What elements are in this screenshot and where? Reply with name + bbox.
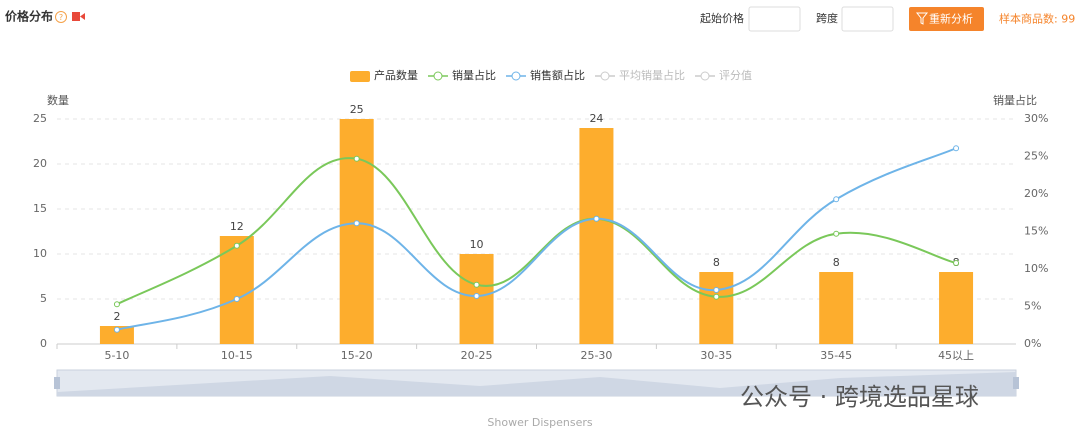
y-tick-label: 5 xyxy=(40,292,47,305)
y2-tick-label: 15% xyxy=(1024,225,1048,238)
legend-swatch-dot xyxy=(433,71,443,81)
filter-icon xyxy=(915,12,929,25)
bar xyxy=(579,128,614,344)
zoom-handle-left[interactable] xyxy=(54,377,60,389)
line-point xyxy=(593,215,600,222)
line-point xyxy=(233,296,240,302)
legend-label: 评分值 xyxy=(719,69,752,82)
y2-tick-label: 0% xyxy=(1024,337,1041,350)
line-point xyxy=(353,155,360,162)
line-series xyxy=(116,147,957,331)
bar-value-label: 12 xyxy=(230,220,244,233)
legend-swatch xyxy=(350,71,370,82)
bar xyxy=(819,272,854,344)
watermark: 公众号 · 跨境选品星球 xyxy=(740,383,979,411)
y-tick-label: 25 xyxy=(33,112,47,125)
y-tick-label: 0 xyxy=(40,337,47,350)
help-icon[interactable] xyxy=(55,11,67,23)
y2-tick-label: 10% xyxy=(1024,262,1048,275)
legend-swatch-dot xyxy=(700,71,710,81)
legend-label: 平均销量占比 xyxy=(619,68,685,82)
y2-tick-label: 5% xyxy=(1024,300,1041,313)
start-price-label: 起始价格 xyxy=(700,11,744,25)
line-point xyxy=(713,287,720,293)
help-icon-mark: ? xyxy=(59,13,63,22)
bar xyxy=(699,272,734,344)
bar-value-label: 8 xyxy=(833,256,840,269)
x-tick-label: 20-25 xyxy=(461,349,493,362)
reanalyze-button-text: 重新分析 xyxy=(929,12,973,26)
line-point xyxy=(713,293,720,300)
bar xyxy=(339,119,374,344)
span-label: 跨度 xyxy=(816,11,838,25)
video-icon[interactable] xyxy=(72,12,80,21)
line-point xyxy=(233,242,240,249)
line-point xyxy=(473,281,480,288)
x-tick-label: 45以上 xyxy=(938,349,974,362)
x-tick-label: 35-45 xyxy=(820,349,852,362)
legend-label: 产品数量 xyxy=(374,68,418,82)
x-tick-label: 25-30 xyxy=(580,349,612,362)
video-icon-lens xyxy=(80,13,85,20)
bar-value-label: 24 xyxy=(589,112,603,125)
y2-tick-label: 20% xyxy=(1024,187,1048,200)
bar-value-label: 8 xyxy=(713,256,720,269)
y2-tick-label: 30% xyxy=(1024,112,1048,125)
legend-label: 销量占比 xyxy=(452,68,496,82)
line-point xyxy=(953,145,960,152)
line-point xyxy=(113,301,120,308)
y-tick-label: 15 xyxy=(33,202,47,215)
x-tick-label: 5-10 xyxy=(104,349,129,362)
legend-swatch-dot xyxy=(511,71,521,81)
zoom-handle-right[interactable] xyxy=(1013,377,1019,389)
y-axis-label: 数量 xyxy=(47,94,69,107)
bar xyxy=(219,236,254,344)
line-point xyxy=(473,293,480,299)
legend-swatch-dot xyxy=(600,71,610,81)
y2-tick-label: 25% xyxy=(1024,150,1048,163)
y2-axis-label: 销量占比 xyxy=(993,93,1037,107)
span-input[interactable] xyxy=(841,6,894,32)
line-point xyxy=(953,260,960,266)
x-tick-label: 10-15 xyxy=(221,349,253,362)
x-tick-label: 30-35 xyxy=(700,349,732,362)
bar-value-label: 10 xyxy=(470,238,484,251)
x-tick-label: 15-20 xyxy=(341,349,373,362)
line-point xyxy=(353,220,360,227)
line-series xyxy=(116,157,957,306)
line-point xyxy=(833,230,840,237)
y-tick-label: 10 xyxy=(33,247,47,260)
line-point xyxy=(113,326,120,333)
start-price-input[interactable] xyxy=(748,6,801,32)
zoom-slider-preview xyxy=(57,372,1016,396)
bar xyxy=(939,272,974,344)
reanalyze-button[interactable] xyxy=(909,7,984,31)
line-point xyxy=(833,196,840,203)
y-tick-label: 20 xyxy=(33,157,47,170)
legend-label: 销售额占比 xyxy=(530,68,585,82)
chart-subtitle: Shower Dispensers xyxy=(487,416,592,429)
page-title: 价格分布 xyxy=(5,9,53,24)
bar-value-label: 25 xyxy=(350,103,364,116)
bar xyxy=(99,326,134,344)
bar-value-label: 2 xyxy=(113,310,120,323)
sample-count: 样本商品数: 99 xyxy=(999,12,1075,26)
